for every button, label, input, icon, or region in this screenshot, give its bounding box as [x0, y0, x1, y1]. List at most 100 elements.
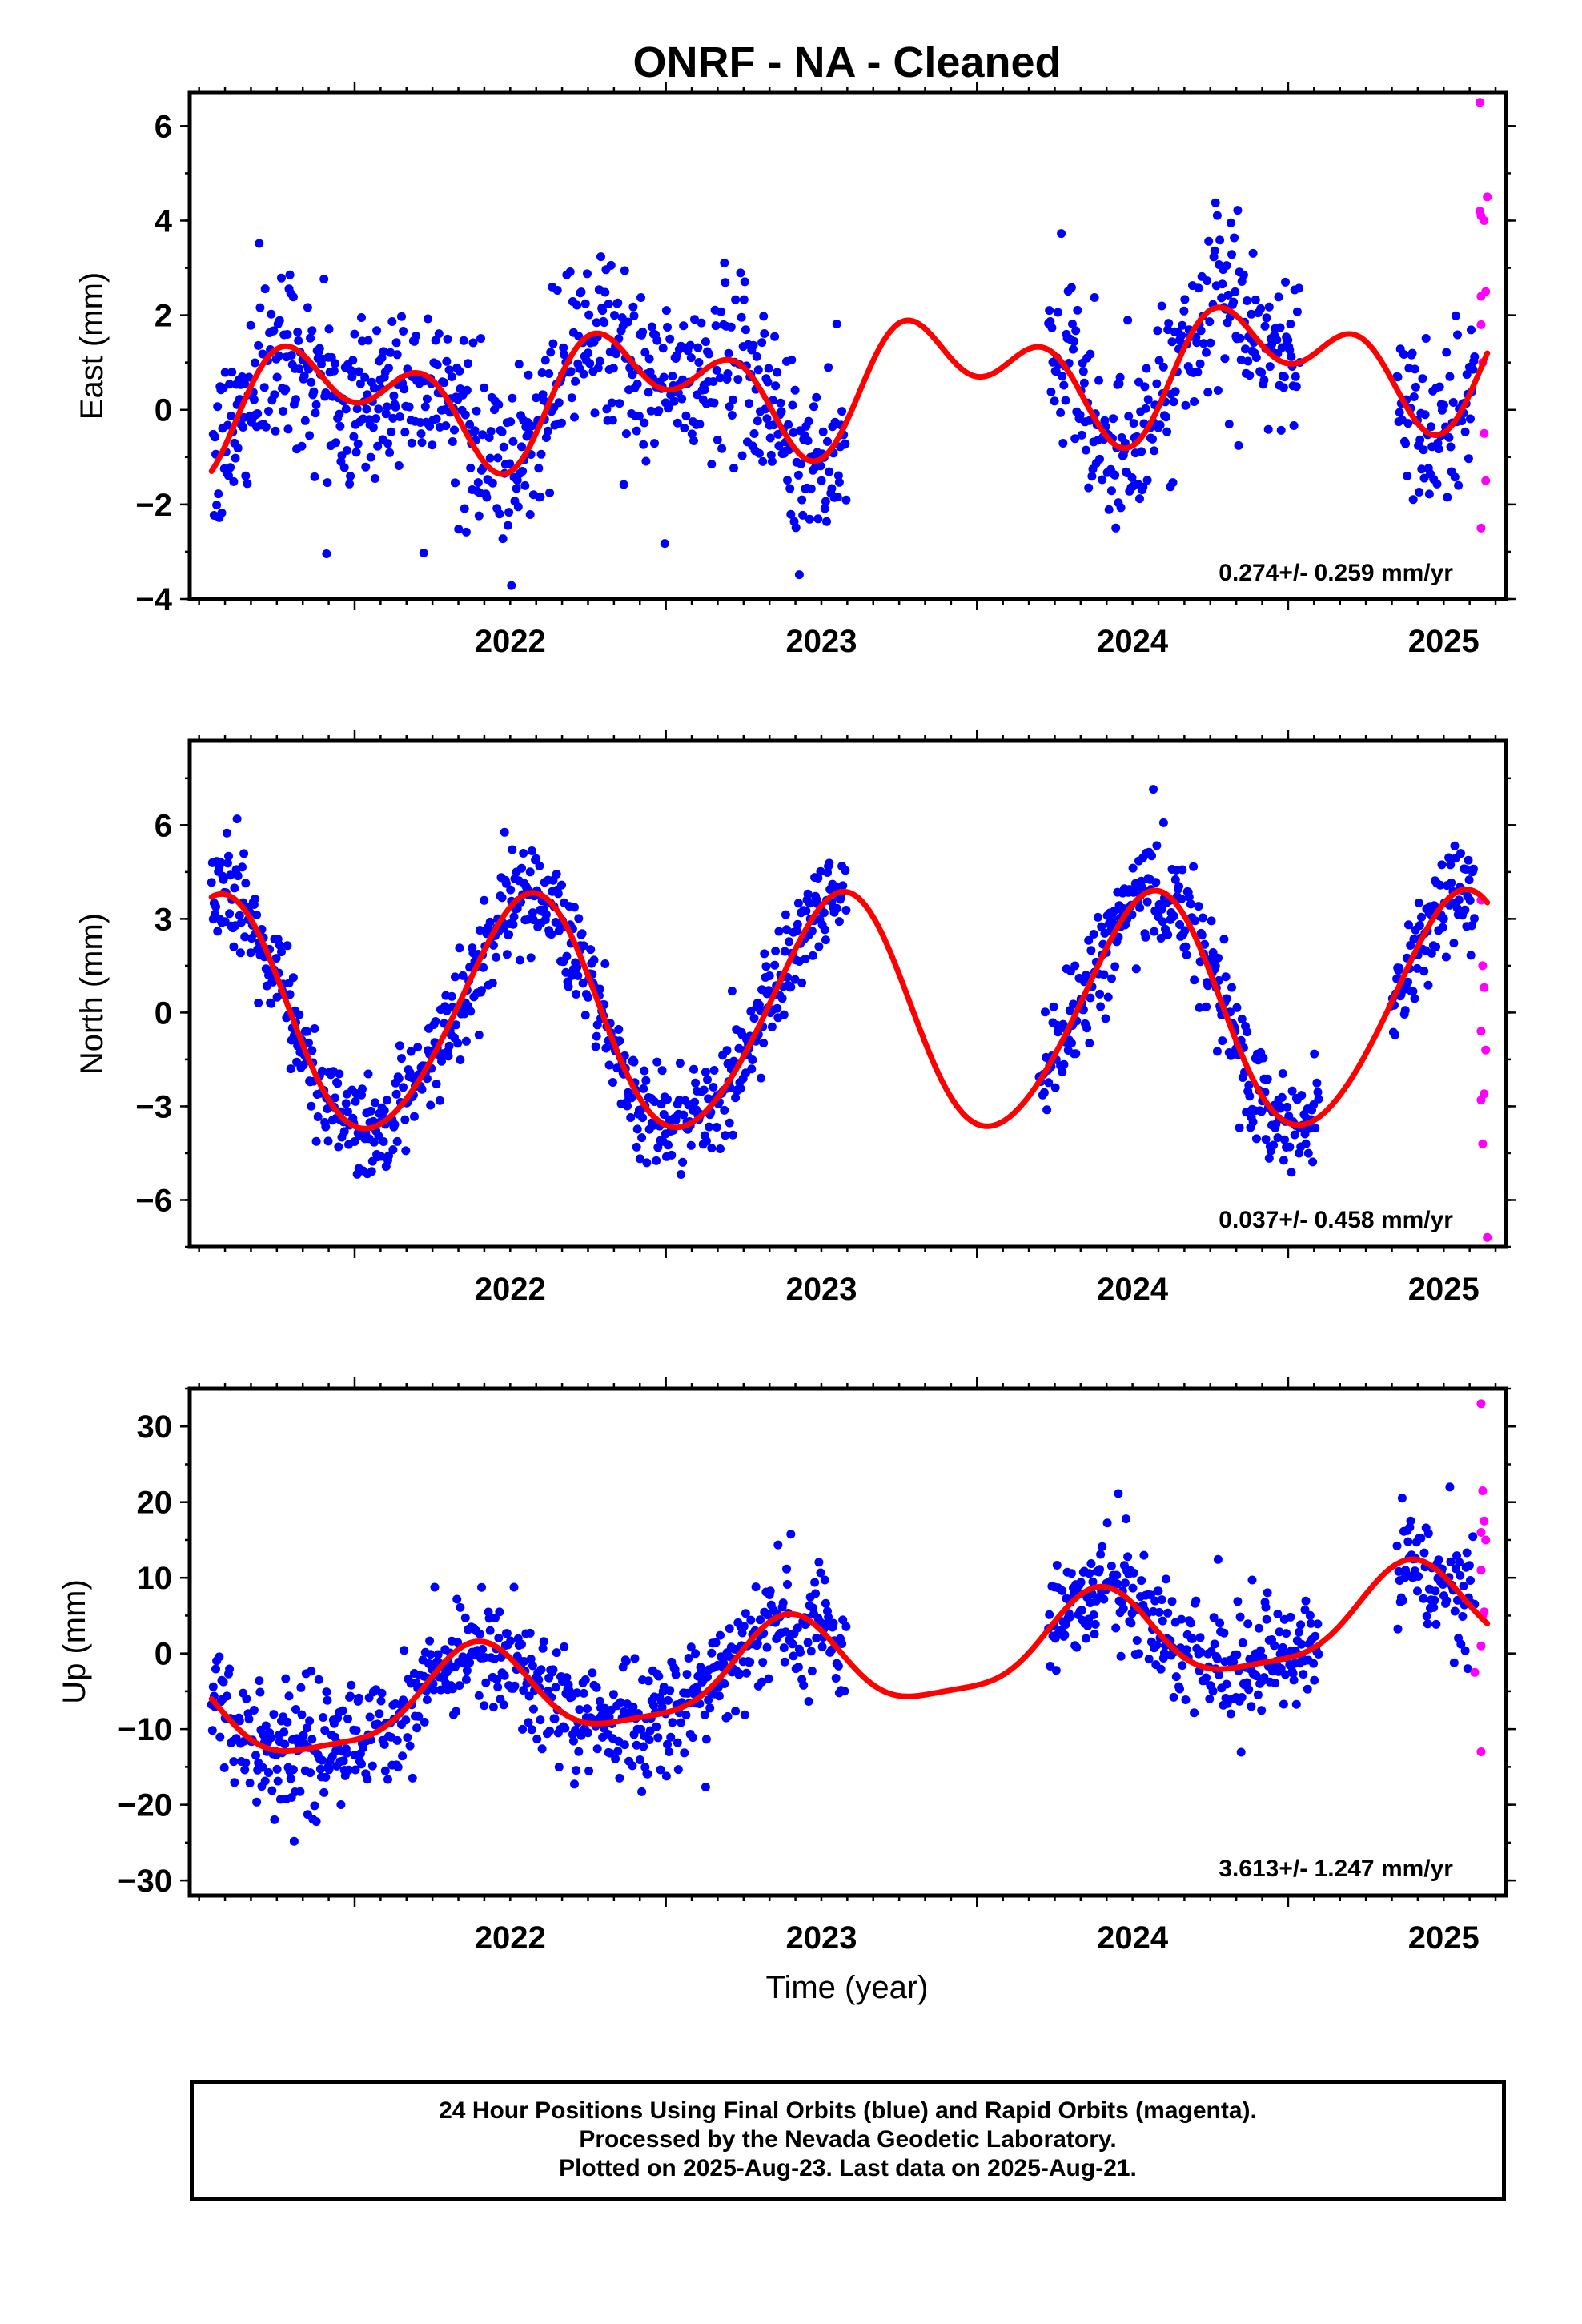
- final-orbit-point: [731, 1093, 741, 1103]
- final-orbit-point: [1169, 911, 1178, 921]
- final-orbit-point: [518, 1724, 528, 1734]
- final-orbit-point: [273, 1776, 283, 1786]
- final-orbit-point: [243, 479, 252, 489]
- final-orbit-point: [1094, 376, 1103, 385]
- final-orbit-point: [1308, 1157, 1318, 1167]
- final-orbit-point: [267, 309, 276, 319]
- final-orbit-point: [790, 975, 800, 984]
- final-orbit-point: [494, 400, 504, 409]
- final-orbit-point: [583, 269, 592, 279]
- final-orbit-point: [1061, 1620, 1070, 1630]
- final-orbit-point: [267, 999, 276, 1008]
- final-orbit-point: [226, 870, 235, 880]
- final-orbit-point: [588, 1668, 597, 1678]
- final-orbit-point: [474, 1030, 484, 1039]
- final-orbit-point: [1401, 439, 1411, 448]
- final-orbit-point: [697, 318, 706, 328]
- final-orbit-point: [1275, 323, 1285, 332]
- y-tick-label: 6: [155, 109, 172, 144]
- final-orbit-point: [1421, 334, 1431, 343]
- final-orbit-point: [1264, 1153, 1274, 1163]
- final-orbit-point: [720, 1105, 729, 1115]
- final-orbit-point: [709, 398, 719, 408]
- final-orbit-point: [444, 365, 454, 375]
- final-orbit-point: [241, 1758, 251, 1767]
- final-orbit-point: [1099, 1594, 1109, 1604]
- final-orbit-point: [680, 1748, 689, 1758]
- final-orbit-point: [1077, 430, 1086, 440]
- final-orbit-point: [478, 1644, 488, 1654]
- final-orbit-point: [1194, 283, 1203, 293]
- final-orbit-point: [823, 436, 832, 446]
- final-orbit-point: [1395, 408, 1404, 417]
- final-orbit-point: [432, 414, 441, 424]
- final-orbit-point: [295, 364, 304, 374]
- final-orbit-point: [1462, 1548, 1472, 1558]
- final-orbit-point: [283, 424, 293, 434]
- final-orbit-point: [480, 383, 489, 392]
- final-orbit-point: [1212, 1654, 1222, 1663]
- final-orbit-point: [455, 366, 464, 376]
- final-orbit-point: [1279, 1156, 1288, 1165]
- final-orbit-point: [382, 402, 391, 412]
- final-orbit-point: [1154, 1586, 1163, 1596]
- final-orbit-point: [1177, 331, 1186, 340]
- final-orbit-point: [652, 1057, 662, 1067]
- final-orbit-point: [789, 1651, 798, 1661]
- final-orbit-point: [728, 395, 737, 404]
- final-orbit-point: [1423, 1529, 1433, 1538]
- final-orbit-point: [1222, 1679, 1231, 1689]
- final-orbit-point: [1138, 482, 1148, 492]
- final-orbit-point: [1439, 914, 1448, 923]
- final-orbit-point: [668, 372, 677, 380]
- final-orbit-point: [347, 1680, 356, 1690]
- final-orbit-point: [1163, 930, 1173, 939]
- final-orbit-point: [725, 1118, 734, 1128]
- final-orbit-point: [803, 889, 813, 899]
- final-orbit-point: [293, 328, 303, 337]
- final-orbit-point: [1261, 1135, 1271, 1144]
- final-orbit-point: [359, 1743, 368, 1752]
- final-orbit-point: [219, 1763, 229, 1772]
- final-orbit-point: [1189, 862, 1199, 871]
- final-orbit-point: [719, 1659, 729, 1668]
- final-orbit-point: [550, 1714, 560, 1723]
- final-orbit-point: [444, 1041, 454, 1051]
- final-orbit-point: [816, 1568, 825, 1578]
- final-orbit-point: [357, 313, 366, 322]
- final-orbit-point: [1108, 914, 1117, 923]
- final-orbit-point: [502, 950, 512, 959]
- final-orbit-point: [664, 1695, 673, 1705]
- final-orbit-point: [637, 1133, 647, 1143]
- final-orbit-point: [657, 1703, 667, 1712]
- final-orbit-point: [283, 330, 292, 339]
- final-orbit-point: [399, 1083, 408, 1092]
- final-orbit-point: [1310, 1049, 1319, 1059]
- rapid-orbit-point: [1476, 320, 1486, 329]
- final-orbit-point: [1251, 1671, 1261, 1681]
- final-orbit-point: [1300, 1605, 1310, 1614]
- final-orbit-point: [1446, 860, 1456, 870]
- final-orbit-point: [537, 1744, 547, 1754]
- final-orbit-point: [432, 1080, 441, 1089]
- final-orbit-point: [1309, 1659, 1319, 1668]
- panel-east: −4 −2 0 2 4 6 2022 2023 2024 2025 East (mm) 0.274+/…: [74, 82, 1516, 659]
- final-orbit-point: [435, 1096, 444, 1105]
- final-orbit-point: [1199, 339, 1208, 348]
- final-orbit-point: [350, 329, 359, 339]
- final-orbit-point: [321, 1122, 331, 1132]
- final-orbit-point: [754, 448, 764, 458]
- final-orbit-point: [572, 300, 582, 310]
- final-orbit-point: [490, 1655, 499, 1664]
- final-orbit-point: [384, 1151, 393, 1160]
- final-orbit-point: [650, 439, 659, 448]
- final-orbit-point: [258, 349, 267, 359]
- final-orbit-point: [532, 393, 541, 403]
- final-orbit-point: [512, 476, 522, 485]
- final-orbit-point: [841, 866, 850, 875]
- final-orbit-point: [784, 420, 793, 429]
- final-orbit-point: [723, 369, 733, 378]
- final-orbit-point: [1213, 386, 1223, 395]
- final-orbit-point: [1248, 1117, 1258, 1127]
- final-orbit-point: [552, 1648, 561, 1658]
